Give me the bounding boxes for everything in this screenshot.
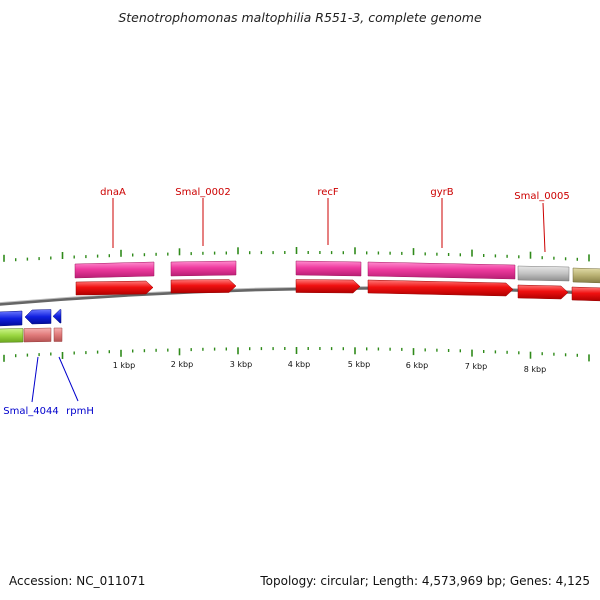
cds-arrow-next[interactable]: [571, 286, 600, 302]
cds-arrow-recF[interactable]: [295, 279, 361, 294]
leader-line-rpmH: [58, 356, 79, 402]
gene-feature-gyrB[interactable]: [367, 261, 516, 280]
bottom-tick-marks: [3, 347, 590, 362]
cds-arrow-Smal_0002[interactable]: [170, 279, 237, 294]
gene-label-dnaA[interactable]: dnaA: [100, 187, 126, 198]
gene-feature-Smal_0005[interactable]: [517, 265, 570, 282]
leader-line-Smal_0005: [542, 202, 546, 253]
gene-feature-Smal_0002[interactable]: [170, 260, 237, 277]
scale-label-2kbp: 2 kbp: [171, 360, 193, 369]
gene-feature-reverse-green[interactable]: [0, 328, 24, 343]
cds-arrow-reverse-Smal_4044[interactable]: [24, 309, 52, 325]
top-gene-features: [74, 260, 600, 284]
map-title: Stenotrophomonas maltophilia R551-3, com…: [118, 10, 482, 25]
gene-feature-reverse-rpmH[interactable]: [53, 327, 63, 342]
gene-label-Smal_4044[interactable]: Smal_4044: [3, 406, 58, 417]
gene-feature-dnaA[interactable]: [74, 261, 155, 279]
scale-label-8kbp: 8 kbp: [524, 365, 546, 374]
cds-arrow-gyrB[interactable]: [367, 279, 514, 297]
gene-label-Smal_0002[interactable]: Smal_0002: [175, 187, 230, 198]
gene-label-Smal_0005[interactable]: Smal_0005: [514, 191, 569, 202]
scale-label-4kbp: 4 kbp: [288, 360, 310, 369]
scale-label-6kbp: 6 kbp: [406, 361, 428, 370]
scale-label-7kbp: 7 kbp: [465, 362, 487, 371]
gene-label-gyrB[interactable]: gyrB: [430, 187, 453, 198]
gene-feature-next[interactable]: [572, 267, 600, 284]
gene-feature-reverse-Smal_4044[interactable]: [23, 327, 52, 343]
bottom-features: [0, 309, 63, 343]
scale-label-5kbp: 5 kbp: [348, 360, 370, 369]
cds-arrow-dnaA[interactable]: [75, 280, 154, 296]
genome-summary-text: Topology: circular; Length: 4,573,969 bp…: [260, 574, 590, 588]
scale-label-3kbp: 3 kbp: [230, 360, 252, 369]
cds-arrow-reverse-1[interactable]: [0, 310, 23, 327]
accession-text: Accession: NC_011071: [9, 574, 146, 588]
cds-arrow-Smal_0005[interactable]: [517, 284, 569, 300]
gene-feature-recF[interactable]: [295, 260, 362, 277]
cds-arrow-reverse-rpmH[interactable]: [52, 309, 62, 324]
gene-label-rpmH[interactable]: rpmH: [66, 406, 94, 417]
gene-label-recF[interactable]: recF: [317, 187, 339, 198]
top-tick-marks: [3, 247, 590, 262]
bottom-gene-labels: Smal_4044 rpmH: [3, 356, 94, 417]
top-gene-labels: dnaA Smal_0002 recF gyrB Smal_0005: [100, 187, 570, 253]
scale-labels: 1 kbp 2 kbp 3 kbp 4 kbp 5 kbp 6 kbp 7 kb…: [113, 360, 546, 374]
scale-label-1kbp: 1 kbp: [113, 361, 135, 370]
top-cds-arrows: [75, 279, 600, 302]
leader-line-Smal_4044: [31, 356, 39, 403]
